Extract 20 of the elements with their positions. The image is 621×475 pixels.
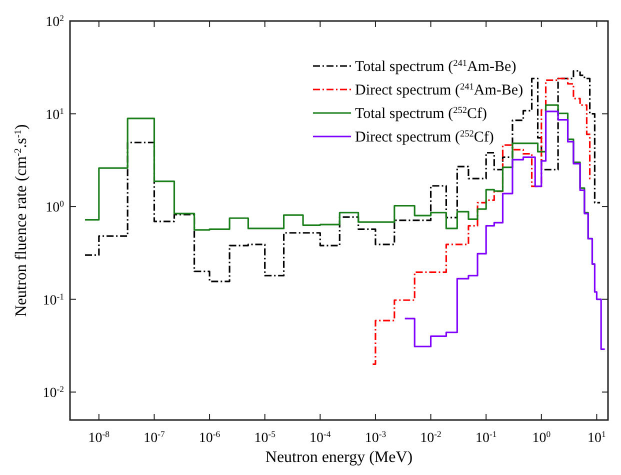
legend-label: Direct spectrum ($^{252}$Cf) [355,130,494,146]
x-tick-label: 10$^{-6}$ [198,429,221,446]
legend-label: Total spectrum ($^{241}$Am-Be) [355,59,516,75]
y-tick-label: 10$^{2}$ [46,13,64,30]
y-tick-label: 10$^{-1}$ [42,291,64,308]
x-tick-label: 10$^{-5}$ [254,429,276,446]
x-tick-label: 10$^{-8}$ [88,429,110,446]
y-tick-label: 10$^{1}$ [46,106,64,123]
y-tick-label: 10$^{0}$ [46,198,64,216]
x-tick-label: 10$^{0}$ [532,429,551,446]
x-tick-label: 10$^{-1}$ [475,429,497,446]
x-tick-label: 10$^{-3}$ [364,429,386,446]
x-tick-label: 10$^{-2}$ [420,429,442,446]
x-tick-label: 10$^{-7}$ [144,429,166,446]
x-tick-label: 10$^{1}$ [588,429,606,446]
y-tick-label: 10$^{-2}$ [42,384,64,402]
legend-label: Direct spectrum ($^{241}$Am-Be) [355,82,524,98]
x-axis-title: Neutron energy (MeV) [265,449,413,466]
x-tick-label: 10$^{-4}$ [310,429,332,446]
legend-label: Total spectrum ($^{252}$Cf) [355,106,488,122]
